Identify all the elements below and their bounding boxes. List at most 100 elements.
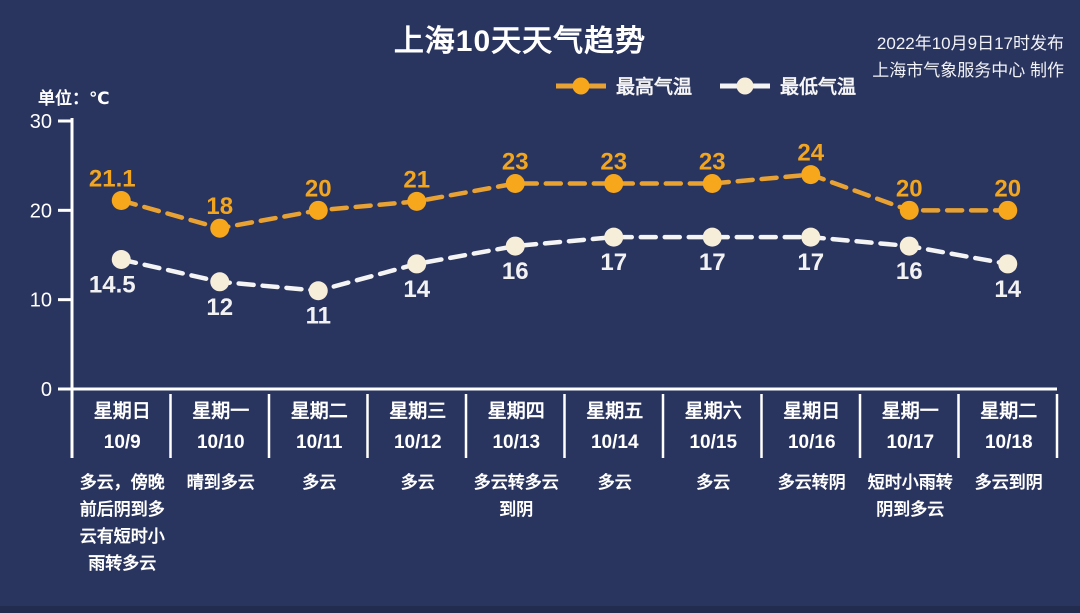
high-temp-value-label: 24 [797, 140, 824, 167]
day-date-label: 10/11 [296, 432, 343, 453]
bottom-strip [0, 606, 1080, 613]
publish-info: 2022年10月9日17时发布 上海市气象服务中心 制作 [872, 30, 1064, 84]
weather-desc-label: 晴到多云 [186, 473, 255, 492]
weather-desc-label: 多云到阴 [974, 473, 1043, 492]
day-name-label: 星期六 [684, 401, 742, 422]
day-date-label: 10/12 [393, 432, 442, 453]
high-temp-point [604, 174, 624, 194]
low-temp-point [998, 254, 1018, 274]
day-date-label: 10/15 [689, 432, 738, 453]
page-title: 上海10天天气趋势 [393, 25, 647, 58]
weather-desc-label: 多云 [696, 473, 731, 492]
low-temp-value-label: 17 [797, 249, 824, 276]
low-temp-line [119, 234, 1010, 294]
weather-desc-label: 多云 [400, 473, 435, 492]
day-columns: 星期日 10/9 多云，傍晚前后阴到多云有短时小雨转多云 星期一 10/10 晴到多云 星期… [73, 398, 1058, 577]
day-date-label: 10/17 [886, 432, 935, 453]
high-temp-value-label: 20 [305, 175, 332, 202]
high-temp-point [407, 191, 427, 211]
day-column: 星期五 10/14 多云 [566, 398, 665, 577]
low-temp-value-label: 14.5 [89, 271, 136, 298]
high-temp-point [111, 191, 131, 211]
high-temp-value-label: 20 [994, 175, 1021, 202]
day-name-label: 星期日 [93, 401, 151, 422]
high-temp-value-label: 20 [896, 175, 923, 202]
day-column: 星期二 10/11 多云 [270, 398, 369, 577]
low-temp-value-label: 17 [699, 249, 726, 276]
low-temp-point [308, 281, 328, 301]
weather-desc-label: 多云 [597, 473, 632, 492]
legend-label-low: 最低气温 [780, 77, 857, 98]
low-temp-point [111, 249, 131, 269]
high-temp-point [702, 174, 722, 194]
day-name-label: 星期日 [783, 401, 841, 422]
low-temp-value-label: 16 [502, 258, 529, 285]
day-name-label: 星期一 [192, 401, 250, 422]
day-name-label: 星期二 [290, 401, 348, 422]
high-temp-value-label: 21.1 [89, 166, 136, 193]
day-column: 星期日 10/9 多云，傍晚前后阴到多云有短时小雨转多云 [73, 398, 172, 577]
low-temp-value-label: 12 [206, 294, 233, 321]
low-temp-point [210, 272, 230, 292]
day-date-label: 10/13 [492, 432, 541, 453]
low-temp-point [801, 227, 821, 247]
day-name-label: 星期四 [487, 401, 545, 422]
high-temp-value-label: 18 [206, 193, 233, 220]
day-date-label: 10/14 [590, 432, 639, 453]
high-temp-value-label: 23 [699, 149, 726, 176]
low-temp-value-label: 14 [403, 276, 430, 303]
high-temp-value-label: 23 [502, 149, 529, 176]
low-temp-value-label: 11 [306, 303, 331, 330]
day-column: 星期六 10/15 多云 [664, 398, 763, 577]
low-temp-legend-marker [720, 77, 771, 94]
low-temp-point [899, 236, 919, 256]
high-temp-value-label: 21 [403, 166, 430, 193]
day-date-label: 10/16 [787, 432, 836, 453]
day-name-label: 星期五 [586, 401, 644, 422]
weather-desc-label: 多云，傍晚前后阴到多云有短时小雨转多云 [79, 473, 165, 573]
chart-legend: 最高气温 最低气温 [556, 72, 856, 99]
high-temp-point [998, 200, 1018, 220]
y-tick-label: 10 [30, 290, 52, 312]
day-column: 星期四 10/13 多云转多云到阴 [467, 398, 566, 577]
high-temp-point [308, 200, 328, 220]
day-column: 星期日 10/16 多云转阴 [763, 398, 862, 577]
high-temp-point [210, 218, 230, 238]
weather-desc-label: 多云转多云到阴 [473, 473, 559, 519]
high-temp-legend-marker [556, 77, 606, 94]
day-column: 星期一 10/17 短时小雨转阴到多云 [861, 398, 960, 577]
y-tick-label: 30 [30, 111, 52, 133]
legend-item-low: 最低气温 [720, 72, 856, 99]
high-temp-point [899, 200, 919, 220]
low-temp-value-label: 17 [600, 249, 627, 276]
day-date-label: 10/18 [984, 432, 1033, 453]
day-column: 星期二 10/18 多云到阴 [960, 398, 1059, 577]
low-temp-point [407, 254, 427, 274]
publish-time: 2022年10月9日17时发布 [876, 34, 1064, 53]
low-temp-point [604, 227, 624, 247]
low-temp-value-label: 16 [896, 258, 923, 285]
low-temp-point [505, 236, 525, 256]
legend-item-high: 最高气温 [556, 72, 692, 99]
day-column: 星期一 10/10 晴到多云 [172, 398, 271, 577]
day-column: 星期三 10/12 多云 [369, 398, 468, 577]
high-temp-value-label: 23 [600, 149, 627, 176]
day-name-label: 星期三 [389, 401, 447, 422]
unit-label: 单位：℃ [38, 89, 110, 108]
high-temp-line [119, 172, 1010, 231]
day-date-label: 10/9 [103, 432, 141, 453]
low-temp-point [702, 227, 722, 247]
high-temp-point [505, 174, 525, 194]
low-temp-value-label: 14 [994, 276, 1021, 303]
weather-desc-label: 多云转阴 [777, 473, 846, 492]
publish-source: 上海市气象服务中心 制作 [872, 61, 1064, 80]
weather-desc-label: 多云 [302, 473, 337, 492]
y-tick-label: 20 [30, 200, 52, 222]
weather-desc-label: 短时小雨转阴到多云 [867, 473, 953, 519]
day-name-label: 星期一 [881, 401, 939, 422]
high-temp-point [801, 165, 821, 185]
y-tick-label: 0 [41, 379, 52, 401]
day-date-label: 10/10 [196, 432, 245, 453]
